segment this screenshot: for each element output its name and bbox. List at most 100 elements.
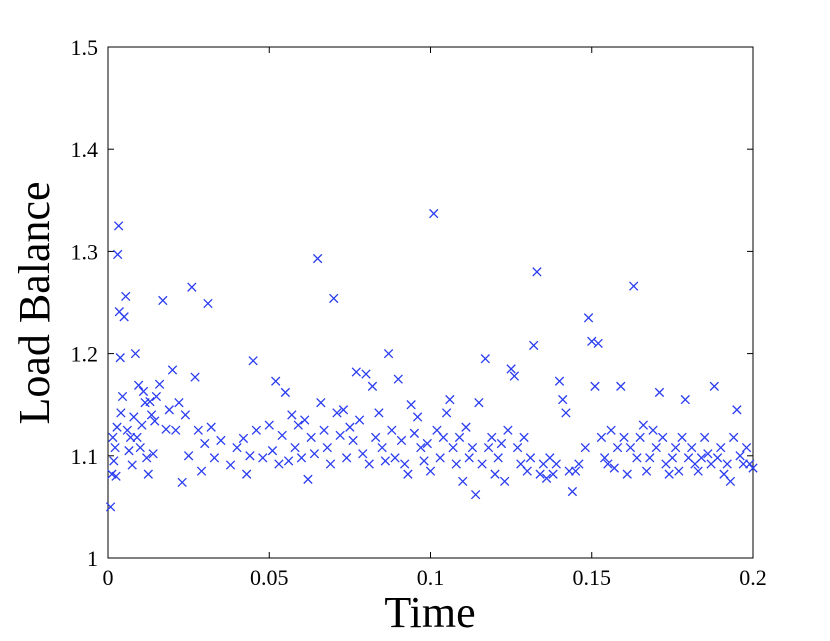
data-point: [203, 298, 213, 309]
data-point: [541, 473, 552, 483]
data-point: [674, 466, 684, 476]
data-point: [632, 453, 642, 463]
data-point: [493, 453, 503, 463]
data-point: [732, 405, 742, 415]
data-point: [664, 469, 674, 479]
data-point: [435, 453, 445, 463]
data-point: [451, 459, 461, 469]
data-point: [645, 453, 655, 463]
data-point: [438, 432, 449, 443]
data-point: [105, 502, 116, 512]
data-point: [251, 425, 262, 435]
data-point: [264, 420, 274, 430]
data-point: [174, 397, 184, 408]
y-tick-label: 1.4: [71, 137, 99, 162]
data-point: [142, 453, 152, 463]
data-point: [371, 432, 381, 443]
data-point: [232, 442, 242, 453]
data-point: [151, 391, 162, 402]
data-point: [412, 412, 423, 422]
data-point: [722, 459, 732, 469]
data-point: [422, 438, 432, 449]
data-point: [699, 432, 710, 443]
data-point: [603, 459, 613, 469]
data-point: [129, 412, 139, 422]
y-tick-label: 1.3: [71, 239, 99, 264]
data-point: [158, 295, 168, 306]
data-points: [105, 208, 758, 512]
data-point: [193, 425, 203, 435]
data-point: [183, 451, 194, 461]
data-point: [274, 459, 284, 469]
data-point: [393, 374, 403, 384]
data-point: [377, 442, 387, 453]
data-point: [532, 267, 542, 277]
data-point: [625, 442, 636, 453]
data-point: [345, 422, 355, 432]
data-point: [716, 442, 726, 453]
data-point: [741, 442, 752, 453]
data-point: [148, 449, 158, 459]
data-point: [635, 432, 645, 443]
data-point: [448, 442, 458, 453]
data-point: [113, 249, 123, 260]
data-point: [145, 396, 155, 407]
data-point: [150, 416, 160, 426]
data-point: [200, 438, 210, 449]
y-axis-title: Load Balance: [10, 181, 59, 424]
data-point: [119, 312, 129, 322]
data-point: [500, 476, 510, 487]
data-point: [506, 364, 516, 374]
data-point: [332, 408, 342, 418]
data-point: [406, 400, 416, 410]
data-point: [574, 459, 584, 469]
data-point: [196, 466, 207, 476]
data-point: [667, 453, 678, 463]
data-point: [522, 466, 532, 476]
data-point: [512, 442, 523, 453]
data-point: [335, 430, 345, 441]
data-point: [583, 313, 594, 323]
data-point: [325, 459, 336, 469]
data-point: [242, 469, 252, 479]
data-point: [374, 408, 384, 418]
data-point: [409, 428, 420, 438]
data-point: [580, 442, 590, 453]
data-point: [599, 453, 610, 463]
data-point: [383, 348, 394, 359]
data-point: [606, 425, 616, 435]
data-point: [109, 456, 119, 466]
data-point: [561, 408, 571, 418]
data-point: [483, 442, 494, 453]
data-point: [548, 469, 558, 479]
data-point: [127, 460, 137, 470]
data-point: [132, 432, 142, 443]
data-point: [551, 459, 561, 469]
data-point: [587, 336, 597, 346]
x-tick-label: 0.2: [739, 565, 767, 590]
data-point: [111, 471, 121, 481]
data-point: [703, 449, 713, 459]
data-point: [154, 379, 165, 389]
data-point: [403, 469, 413, 479]
data-point: [271, 376, 281, 386]
data-point: [316, 397, 326, 408]
data-point: [293, 420, 303, 430]
data-point: [735, 451, 745, 461]
data-point: [609, 463, 619, 473]
data-point: [658, 432, 668, 443]
data-point: [496, 438, 507, 449]
data-point: [429, 208, 439, 219]
data-point: [570, 466, 581, 476]
data-point: [108, 432, 118, 443]
data-point: [110, 442, 120, 453]
data-point: [622, 469, 632, 479]
data-point: [245, 451, 255, 461]
data-point: [329, 293, 339, 304]
x-tick-label: 0.1: [417, 565, 445, 590]
y-tick-label: 1.5: [71, 35, 99, 60]
data-point: [180, 410, 191, 420]
data-point: [306, 432, 316, 443]
data-point: [164, 405, 174, 415]
